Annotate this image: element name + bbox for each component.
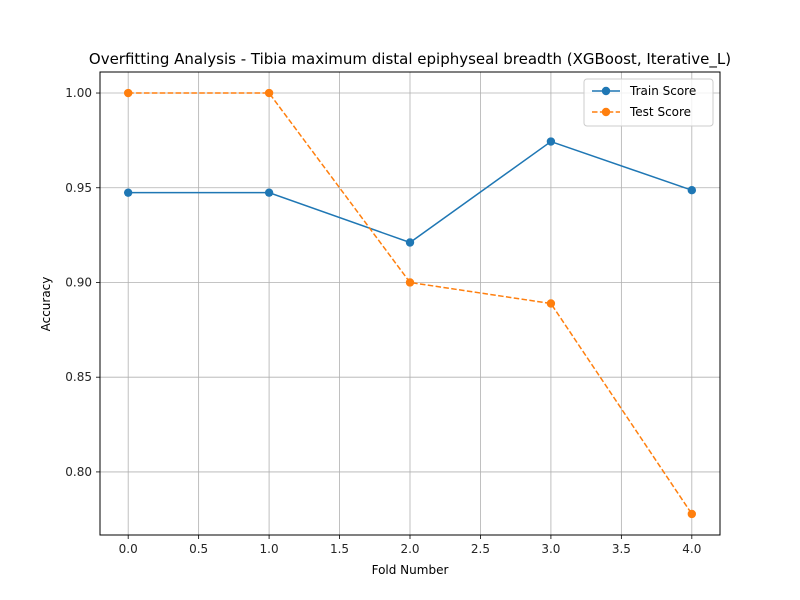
y-axis-title: Accuracy <box>39 277 53 332</box>
test-score-point <box>405 278 415 287</box>
x-tick-label: 3.0 <box>541 542 560 556</box>
test-score-legend-label: Test Score <box>629 105 691 119</box>
x-tick-label: 2.5 <box>471 542 490 556</box>
train-score-point <box>405 238 415 247</box>
legend: Train Score Test Score <box>583 78 714 127</box>
train-score-legend-marker <box>601 86 611 96</box>
test-score-point <box>264 88 274 98</box>
train-score-series <box>123 137 697 247</box>
test-score-series <box>123 88 697 519</box>
x-tick-label: 3.5 <box>612 542 631 556</box>
test-score-legend-marker <box>601 107 611 117</box>
train-score-point <box>123 188 133 197</box>
y-tick-label: 0.95 <box>65 181 92 195</box>
test-score-point <box>687 509 697 519</box>
y-tick-label: 0.90 <box>65 275 92 289</box>
x-tick-label: 0.0 <box>119 542 138 556</box>
x-tick-label: 1.0 <box>260 542 279 556</box>
y-tick-label: 1.00 <box>65 86 92 100</box>
train-score-legend-label: Train Score <box>629 84 696 98</box>
axis-ticks: 0.0 0.5 1.0 1.5 2.0 2.5 3.0 3.5 4.0 0.80 0.85 0.90 0… <box>65 86 701 556</box>
x-tick-label: 0.5 <box>189 542 208 556</box>
y-tick-label: 0.85 <box>65 370 92 384</box>
x-axis-title: Fold Number <box>372 563 449 577</box>
test-score-point <box>546 299 556 308</box>
test-score-point <box>123 88 133 98</box>
train-score-point <box>264 188 274 197</box>
gridlines <box>100 72 720 535</box>
train-score-point <box>687 186 697 195</box>
x-tick-label: 2.0 <box>400 542 419 556</box>
x-tick-label: 1.5 <box>330 542 349 556</box>
x-tick-label: 4.0 <box>682 542 701 556</box>
test-score-line <box>128 92 693 515</box>
y-tick-label: 0.80 <box>65 465 92 479</box>
chart-title: Overfitting Analysis - Tibia maximum dis… <box>89 50 731 69</box>
train-score-point <box>546 137 556 146</box>
plot-series <box>123 88 697 519</box>
